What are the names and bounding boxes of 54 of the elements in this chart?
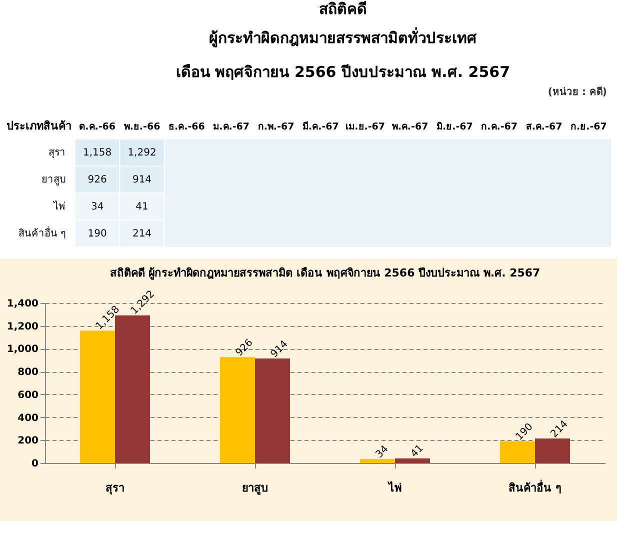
text: (หน่วย : คดี)	[546, 85, 607, 99]
y-tick-label: สินค้าอื่น ๆ	[18, 226, 66, 240]
x-tick-label: ยาสูบ	[242, 482, 268, 496]
x-tick-label: พ.ย.-66	[124, 122, 161, 132]
y-tick-label: สุรา	[48, 148, 66, 158]
chart-title: สถิติคดี ผู้กระทำผิดกฎหมายสรรพสามิต เดือน พฤศจิกายน 2566 ปีงบประมาณ พ.ศ. 2567	[110, 266, 540, 281]
bar	[500, 441, 535, 463]
x-tick-label: ม.ค.-67	[213, 122, 250, 132]
bar	[360, 459, 395, 463]
data-label: 34	[374, 444, 391, 461]
y-axis-title: ประเภทสินค้า	[6, 120, 72, 132]
x-tick-label: ไพ่	[386, 480, 402, 494]
data-label: 41	[408, 442, 426, 460]
x-tick-label: เม.ย.-67	[346, 122, 386, 132]
y-tick-label: 600	[18, 390, 39, 401]
bar	[395, 458, 430, 463]
y-tick-label: 1,200	[6, 321, 39, 332]
data-label: 190	[88, 228, 107, 240]
y-tick-label: 1,000	[6, 344, 39, 356]
x-tick-label: สินค้าอื่น ๆ	[508, 480, 562, 494]
x-tick-label: ต.ค.-66	[79, 122, 116, 132]
x-tick-label: มิ.ย.-67	[436, 122, 473, 132]
x-tick-label: พ.ค.-67	[392, 122, 428, 132]
x-tick-label: ก.พ.-67	[258, 122, 294, 132]
data-label: 926	[88, 174, 107, 186]
y-tick-label: 400	[18, 412, 39, 424]
x-tick-label: ก.ย.-67	[570, 122, 607, 132]
y-tick-label: 800	[18, 367, 39, 378]
data-label: 1,292	[128, 148, 156, 158]
bar	[255, 358, 290, 463]
data-label: 41	[136, 202, 148, 212]
chart-subtitle: ผู้กระทำผิดกฎหมายสรรพสามิตทั่วประเทศ เดือน พฤศจิกายน 2566 ปีงบประมาณ พ.ศ. 2567	[176, 27, 510, 81]
y-tick-label: 0	[32, 458, 39, 470]
chart-title: สถิติคดี	[319, 0, 367, 18]
x-tick-label: มี.ค.-67	[302, 120, 339, 132]
data-label: 914	[268, 338, 290, 360]
data-label: 190	[514, 421, 536, 443]
data-label: 34	[90, 202, 104, 212]
y-tick-label: 200	[18, 436, 39, 447]
y-tick-label: ไพ่	[52, 200, 66, 212]
data-label: 926	[234, 337, 256, 359]
data-label: 214	[132, 228, 152, 240]
x-tick-label: ก.ค.-67	[481, 122, 518, 132]
y-tick-label: 1,400	[6, 298, 39, 310]
bar	[535, 438, 570, 463]
data-label: 914	[132, 174, 152, 186]
bar	[80, 330, 115, 463]
x-tick-label: ธ.ค.-66	[168, 122, 206, 132]
x-tick-label: ส.ค.-67	[526, 122, 562, 132]
x-tick-label: สุรา	[106, 482, 124, 496]
bar	[220, 357, 255, 463]
data-label: 1,158	[83, 148, 112, 158]
data-label: 214	[548, 418, 570, 440]
y-tick-label: ยาสูบ	[42, 174, 66, 186]
